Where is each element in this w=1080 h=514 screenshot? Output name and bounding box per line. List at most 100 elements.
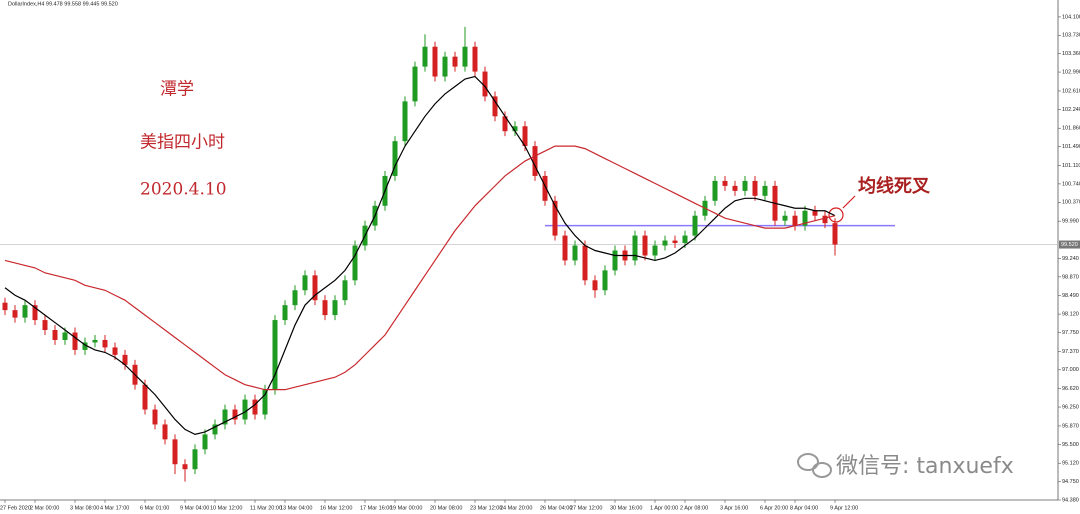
x-tick-label: 4 Mar 17:00 [100, 505, 129, 511]
y-tick-label: 104.100 [1062, 14, 1080, 20]
candle-body [762, 185, 768, 196]
y-tick-label: 103.360 [1062, 51, 1080, 57]
x-tick-label: 6 Mar 01:00 [140, 505, 169, 511]
annotation: 均线死叉 [858, 175, 931, 197]
x-tick-label: 16 Mar 12:00 [320, 505, 352, 511]
x-tick-label: 3 Apr 16:00 [720, 505, 748, 511]
candle-body [462, 46, 468, 67]
x-tick-label: 3 Mar 08:00 [70, 505, 99, 511]
x-tick-label: 2 Mar 00:00 [30, 505, 59, 511]
candle-body [522, 126, 528, 147]
y-tick-label: 98.490 [1062, 293, 1079, 299]
candle-body [182, 464, 188, 470]
y-tick-label: 97.370 [1062, 349, 1079, 355]
candle-body [782, 215, 788, 221]
candle-body [652, 245, 658, 256]
candle-body [222, 409, 228, 425]
candle-body [722, 180, 728, 186]
moving-average [4, 75, 836, 436]
candle-body [242, 399, 248, 420]
annotation: 2020.4.10 [140, 180, 227, 200]
candle-body [32, 305, 38, 321]
y-tick-label: 98.120 [1062, 312, 1079, 318]
candle-body [452, 56, 458, 67]
candle-body [192, 449, 198, 470]
x-tick-label: 8 Apr 04:00 [790, 505, 818, 511]
y-tick-label: 102.990 [1062, 70, 1080, 76]
candle-body [112, 347, 118, 355]
x-tick-label: 27 Feb 2020 [0, 505, 31, 511]
current-price-label: 99.520 [1061, 242, 1078, 248]
x-tick-label: 13 Mar 04:00 [280, 505, 312, 511]
y-tick-label: 95.120 [1062, 461, 1079, 467]
y-tick-label: 100.370 [1062, 200, 1080, 206]
candle-body [712, 180, 718, 201]
candle-body [502, 116, 508, 132]
y-tick-label: 97.000 [1062, 367, 1079, 373]
candle-body [412, 66, 418, 102]
candle-body [562, 235, 568, 261]
candle-body [392, 141, 398, 176]
x-tick-label: 11 Mar 20:00 [250, 505, 282, 511]
candle-body [352, 245, 358, 281]
candle-body [812, 210, 818, 216]
x-tick-label: 23 Mar 12:00 [470, 505, 502, 511]
candle-body [512, 126, 518, 132]
candle-body [532, 146, 538, 176]
y-tick-label: 102.240 [1062, 107, 1080, 113]
candle-body [302, 275, 308, 291]
x-tick-label: 9 Mar 04:00 [180, 505, 209, 511]
y-tick-label: 99.240 [1062, 256, 1079, 262]
candle-body [232, 409, 238, 420]
candle-body [252, 399, 258, 415]
candle-body [472, 46, 478, 72]
candle-body [42, 320, 48, 331]
y-tick-label: 101.490 [1062, 144, 1080, 150]
candle-body [332, 300, 338, 316]
x-tick-label: 19 Mar 00:00 [390, 505, 422, 511]
watermark: 微信号: tanxuefx [836, 454, 1014, 479]
x-tick-label: 9 Apr 12:00 [830, 505, 858, 511]
highlight-circle [828, 207, 844, 223]
x-tick-label: 30 Mar 16:00 [610, 505, 642, 511]
arrow [842, 195, 856, 209]
moving-average [4, 145, 836, 391]
candle-body [292, 290, 298, 306]
candle-body [632, 235, 638, 261]
candle-body [802, 210, 808, 226]
candle-body [432, 46, 438, 77]
candle-body [172, 439, 178, 465]
candle-body [552, 200, 558, 236]
candle-body [822, 215, 828, 224]
y-tick-label: 100.740 [1062, 181, 1080, 187]
y-tick-label: 103.730 [1062, 33, 1080, 39]
candle-body [282, 305, 288, 321]
y-tick-label: 95.500 [1062, 442, 1079, 448]
x-tick-label: 2 Apr 08:00 [680, 505, 708, 511]
candle-body [322, 300, 328, 316]
candle-body [22, 305, 28, 318]
candle-body [92, 339, 98, 343]
candle-body [592, 280, 598, 291]
x-tick-label: 20 Mar 08:00 [430, 505, 462, 511]
y-tick-label: 95.870 [1062, 423, 1079, 429]
candle-body [752, 180, 758, 196]
candle-body [402, 101, 408, 142]
y-tick-label: 102.610 [1062, 88, 1080, 94]
y-tick-label: 99.990 [1062, 219, 1079, 225]
candle-body [602, 270, 608, 291]
candle-body [662, 240, 668, 246]
candle-body [272, 320, 278, 390]
y-tick-label: 98.870 [1062, 274, 1079, 280]
y-tick-label: 101.860 [1062, 126, 1080, 132]
candle-body [2, 302, 8, 311]
wechat-icon [797, 453, 832, 478]
y-tick-label: 96.250 [1062, 405, 1079, 411]
candle-body [682, 235, 688, 244]
candle-body [262, 389, 268, 415]
y-tick-label: 94.750 [1062, 479, 1079, 485]
annotation: 潭学 [160, 80, 194, 100]
current-price-box [1059, 240, 1080, 249]
candle-body [492, 96, 498, 117]
